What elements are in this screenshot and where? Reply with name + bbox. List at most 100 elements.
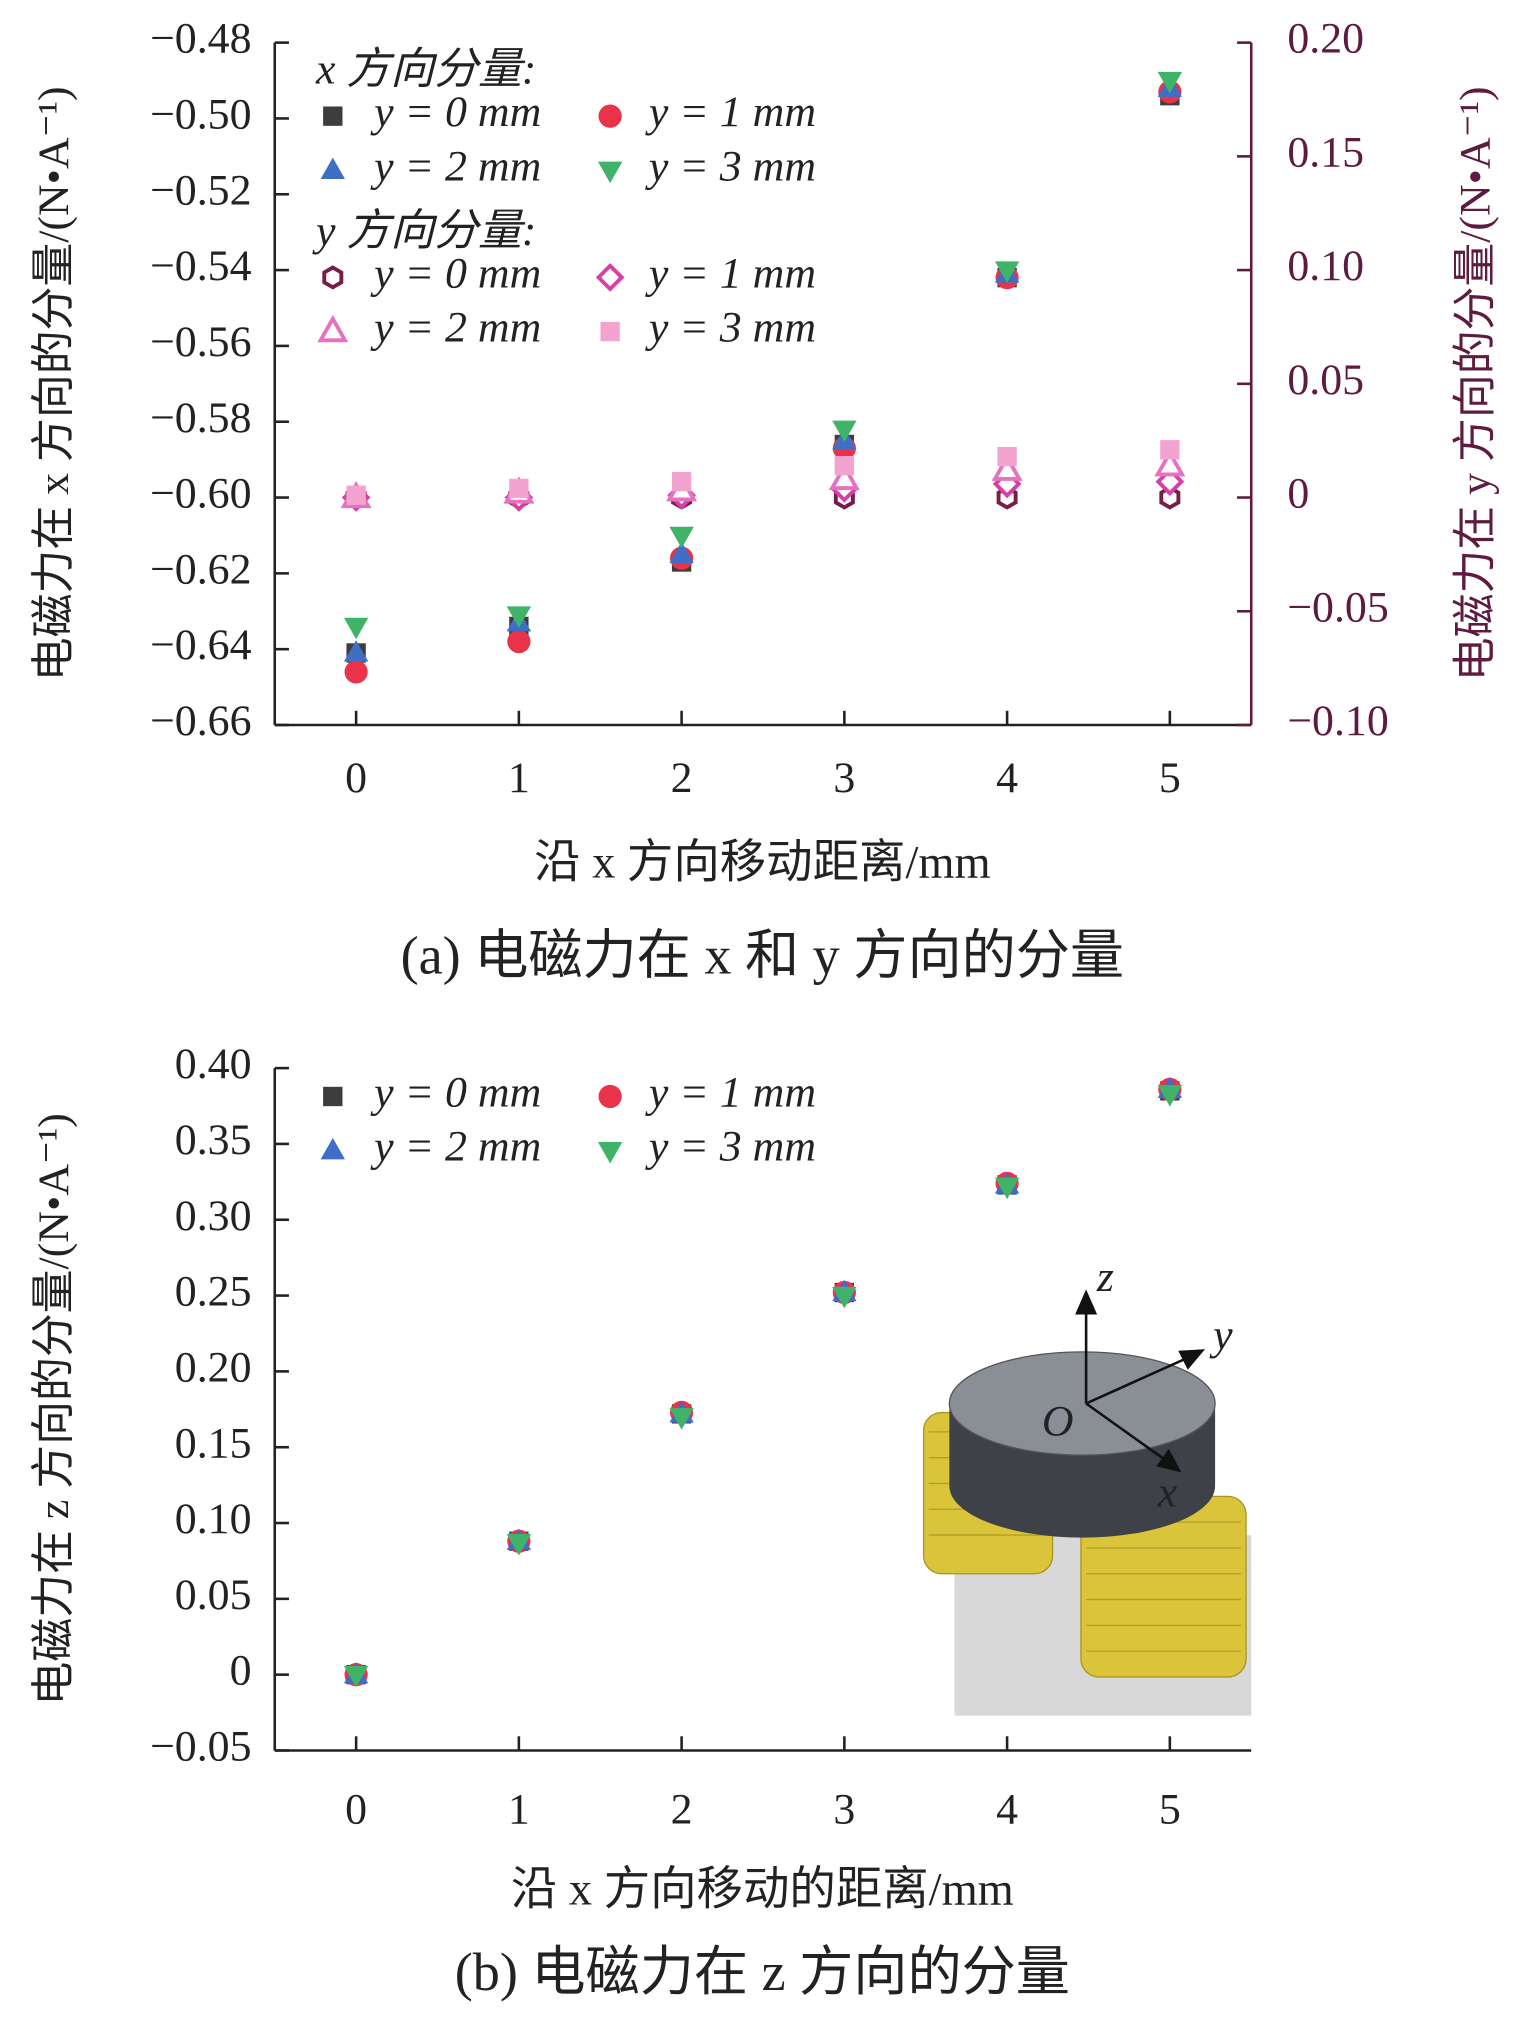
x-axis-label: 沿 x 方向移动的距离/mm	[511, 1864, 1014, 1915]
x-tick-label: 5	[1159, 754, 1181, 802]
data-point	[669, 541, 694, 564]
x-tick-label: 0	[345, 1786, 367, 1834]
data-point	[1160, 440, 1180, 460]
legend-title: y 方向分量:	[312, 207, 536, 255]
legend-title: x 方向分量:	[315, 46, 536, 94]
y2-tick-label: 0.05	[1287, 356, 1364, 404]
x-tick-label: 2	[671, 1786, 693, 1834]
data-point	[343, 617, 369, 640]
x-tick-label: 1	[508, 754, 530, 802]
y-tick-label: 0	[230, 1647, 252, 1695]
y2-axis-label: 电磁力在 y 方向的分量/(N•A⁻¹)	[1452, 86, 1500, 681]
legend-marker	[320, 157, 345, 180]
legend-marker	[323, 1086, 343, 1107]
data-point	[1157, 71, 1183, 94]
legend-label: y = 3 mm	[645, 1123, 816, 1171]
y2-tick-label: 0.15	[1287, 128, 1364, 176]
legend-marker	[600, 321, 620, 342]
legend-marker	[595, 263, 625, 292]
inset-illustration	[922, 1289, 1252, 1716]
data-point	[346, 485, 366, 505]
legend-label: y = 0 mm	[370, 88, 541, 136]
legend-label: y = 2 mm	[370, 1123, 541, 1171]
y-tick-label: −0.50	[150, 91, 251, 139]
legend-label: y = 0 mm	[370, 1069, 541, 1117]
data-point	[506, 606, 532, 628]
x-tick-label: 3	[833, 1786, 855, 1834]
data-point	[669, 526, 694, 549]
legend-label: y = 3 mm	[645, 142, 816, 190]
data-point	[1159, 485, 1181, 510]
data-point	[997, 446, 1017, 467]
legend-marker	[322, 265, 344, 290]
legend-label: y = 2 mm	[370, 142, 541, 190]
y-tick-label: 0.30	[175, 1192, 252, 1240]
y2-tick-label: −0.05	[1287, 583, 1388, 631]
legend-marker	[597, 161, 623, 184]
y-axis-label: 电磁力在 x 方向的分量/(N•A⁻¹)	[30, 86, 78, 681]
annotation: x	[1157, 1468, 1178, 1516]
y-tick-label: −0.60	[150, 470, 251, 518]
legend-marker	[598, 1084, 622, 1109]
legend-marker	[598, 104, 622, 128]
data-point	[509, 478, 529, 499]
data-point	[344, 660, 368, 684]
legend-label: y = 1 mm	[645, 1069, 816, 1117]
data-point	[507, 629, 531, 654]
y-tick-label: 0.10	[175, 1495, 252, 1543]
y-tick-label: 0.25	[175, 1268, 252, 1316]
data-point	[343, 1665, 369, 1688]
legend-marker	[320, 1137, 345, 1160]
y2-tick-label: −0.10	[1287, 697, 1388, 745]
y-tick-label: −0.56	[150, 318, 251, 366]
y-tick-label: −0.05	[150, 1723, 251, 1771]
legend-label: y = 0 mm	[370, 249, 541, 297]
legend-label: y = 1 mm	[645, 88, 816, 136]
data-point	[343, 640, 369, 662]
y-tick-label: 0.20	[175, 1343, 252, 1391]
legend-label: y = 3 mm	[645, 304, 816, 352]
data-point	[994, 1177, 1020, 1200]
y-tick-label: −0.62	[150, 545, 251, 593]
annotation: y	[1209, 1311, 1233, 1359]
legend-marker	[317, 314, 349, 343]
legend-label: y = 2 mm	[370, 304, 541, 352]
data-point	[832, 1286, 857, 1309]
x-tick-label: 5	[1159, 1786, 1181, 1834]
y-tick-label: −0.58	[150, 394, 251, 442]
caption: (a) 电磁力在 x 和 y 方向的分量	[401, 925, 1125, 985]
y-tick-label: 0.35	[175, 1116, 252, 1164]
annotation: z	[1096, 1253, 1114, 1301]
y2-tick-label: 0.10	[1287, 242, 1364, 290]
data-point	[1154, 449, 1186, 477]
y-tick-label: 0.05	[175, 1571, 252, 1619]
x-tick-label: 3	[833, 754, 855, 802]
y-tick-label: 0.15	[175, 1419, 252, 1467]
y-axis-label: 电磁力在 z 方向的分量/(N•A⁻¹)	[30, 1113, 78, 1705]
x-tick-label: 4	[996, 754, 1018, 802]
data-point	[1157, 1085, 1183, 1107]
data-point	[994, 261, 1020, 283]
y-tick-label: −0.66	[150, 697, 251, 745]
legend-label: y = 1 mm	[645, 249, 816, 297]
data-point	[991, 453, 1023, 481]
annotation: O	[1042, 1397, 1074, 1445]
data-point	[669, 1408, 694, 1430]
y-tick-label: −0.54	[150, 242, 252, 290]
data-point	[834, 456, 855, 476]
data-point	[832, 420, 857, 443]
y-tick-label: −0.64	[150, 621, 252, 669]
y2-tick-label: 0	[1287, 470, 1309, 518]
y-tick-label: −0.52	[150, 166, 251, 214]
x-tick-label: 4	[996, 1786, 1018, 1834]
legend-marker	[323, 106, 343, 126]
x-tick-label: 2	[671, 754, 693, 802]
y2-tick-label: 0.20	[1287, 15, 1364, 63]
x-axis-label: 沿 x 方向移动距离/mm	[534, 838, 991, 889]
x-tick-label: 1	[508, 1786, 530, 1834]
data-point	[671, 471, 692, 492]
x-tick-label: 0	[345, 754, 367, 802]
caption: (b) 电磁力在 z 方向的分量	[455, 1942, 1070, 2002]
y-tick-label: −0.48	[150, 15, 251, 63]
